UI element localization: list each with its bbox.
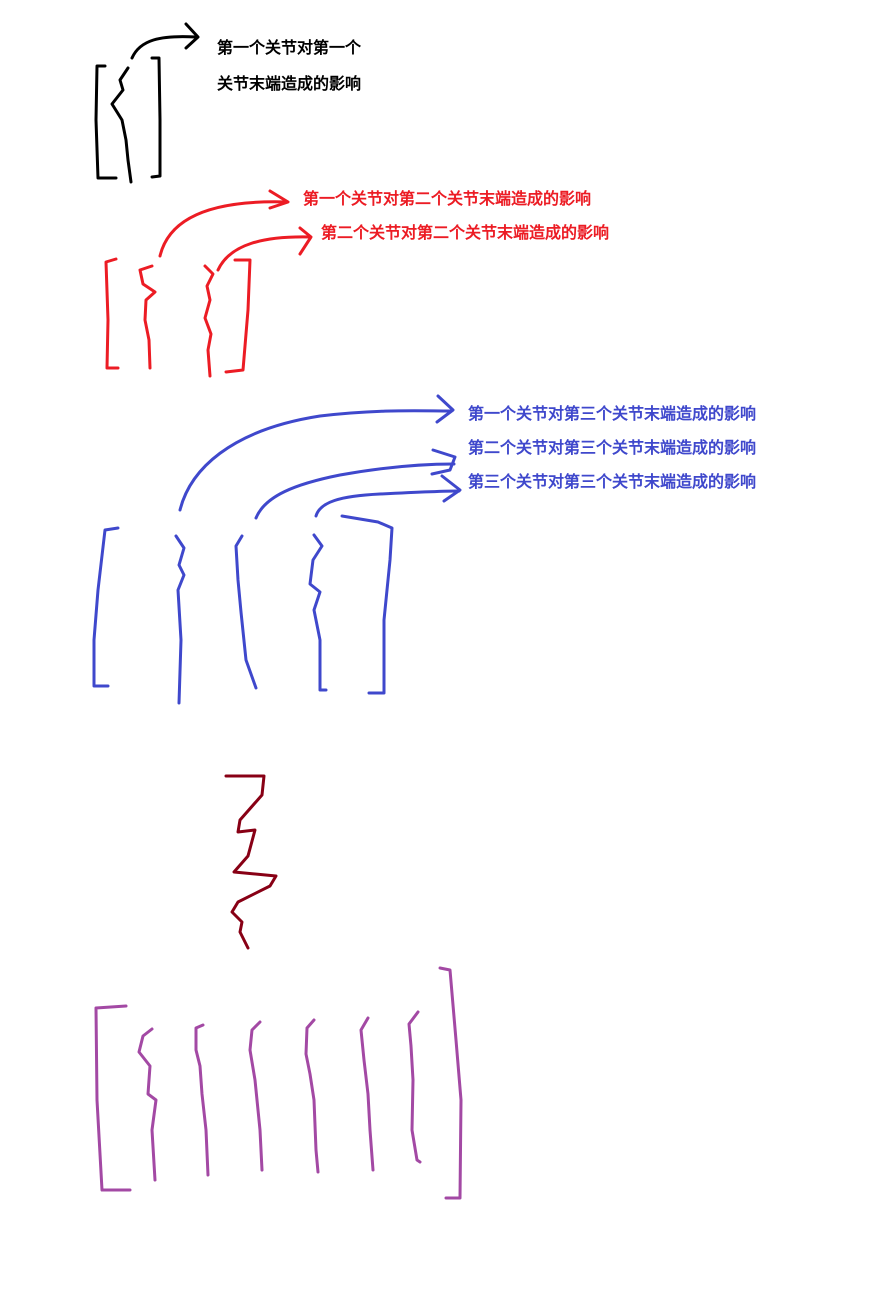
matrix-2-group: [104, 189, 313, 378]
arrow-head: [184, 22, 200, 50]
left-bracket: [92, 526, 120, 688]
influence-arrow-2-3: [254, 462, 456, 520]
label-joint2-on-end3: 第二个关节对第三个关节末端造成的影响: [468, 438, 757, 457]
influence-arrow-3-3: [314, 489, 461, 518]
influence-arrow-1-1: [130, 35, 198, 60]
matrix-6-group: [94, 966, 463, 1200]
right-bracket: [224, 258, 252, 374]
label-joint1-on-end2: 第一个关节对第二个关节末端造成的影响: [303, 189, 592, 208]
right-bracket: [438, 966, 463, 1200]
right-bracket: [340, 514, 394, 695]
column-3-squiggle: [308, 533, 328, 692]
column-5-squiggle: [359, 1016, 375, 1172]
influence-arrow-1-3: [178, 409, 452, 512]
column-6-squiggle: [407, 1010, 422, 1164]
column-1-squiggle: [138, 264, 157, 370]
matrix-1x1-group: [94, 22, 200, 184]
column-1-squiggle: [174, 534, 186, 705]
right-bracket: [150, 56, 162, 179]
arrow-head-2: [298, 226, 313, 256]
arrow-head-3: [440, 474, 462, 503]
left-bracket: [104, 257, 120, 370]
influence-arrow-1-2: [158, 200, 289, 258]
arrow-head-2: [430, 448, 457, 476]
label-joint1-on-end1-line1: 第一个关节对第一个: [217, 38, 362, 57]
label-joint1-on-end1-line2: 关节末端造成的影响: [217, 74, 362, 93]
column-2-squiggle: [194, 1023, 210, 1177]
column-2-squiggle: [203, 264, 215, 378]
column-3-squiggle: [248, 1020, 264, 1172]
column-1-squiggle: [137, 1027, 158, 1182]
joint-link-squiggle: [224, 774, 278, 950]
column-1-squiggle: [110, 66, 133, 184]
label-joint3-on-end3: 第三个关节对第三个关节末端造成的影响: [468, 472, 757, 491]
matrix-3-group: [92, 394, 462, 705]
arrow-head-1: [268, 189, 290, 210]
column-4-squiggle: [304, 1018, 320, 1174]
column-2-squiggle: [234, 534, 258, 690]
label-joint1-on-end3: 第一个关节对第三个关节末端造成的影响: [468, 404, 757, 423]
label-joint2-on-end2: 第二个关节对第二个关节末端造成的影响: [321, 223, 610, 242]
arrow-head-1: [435, 394, 455, 424]
left-bracket: [94, 1004, 132, 1192]
left-bracket: [94, 64, 118, 180]
influence-arrow-2-2: [216, 235, 312, 272]
